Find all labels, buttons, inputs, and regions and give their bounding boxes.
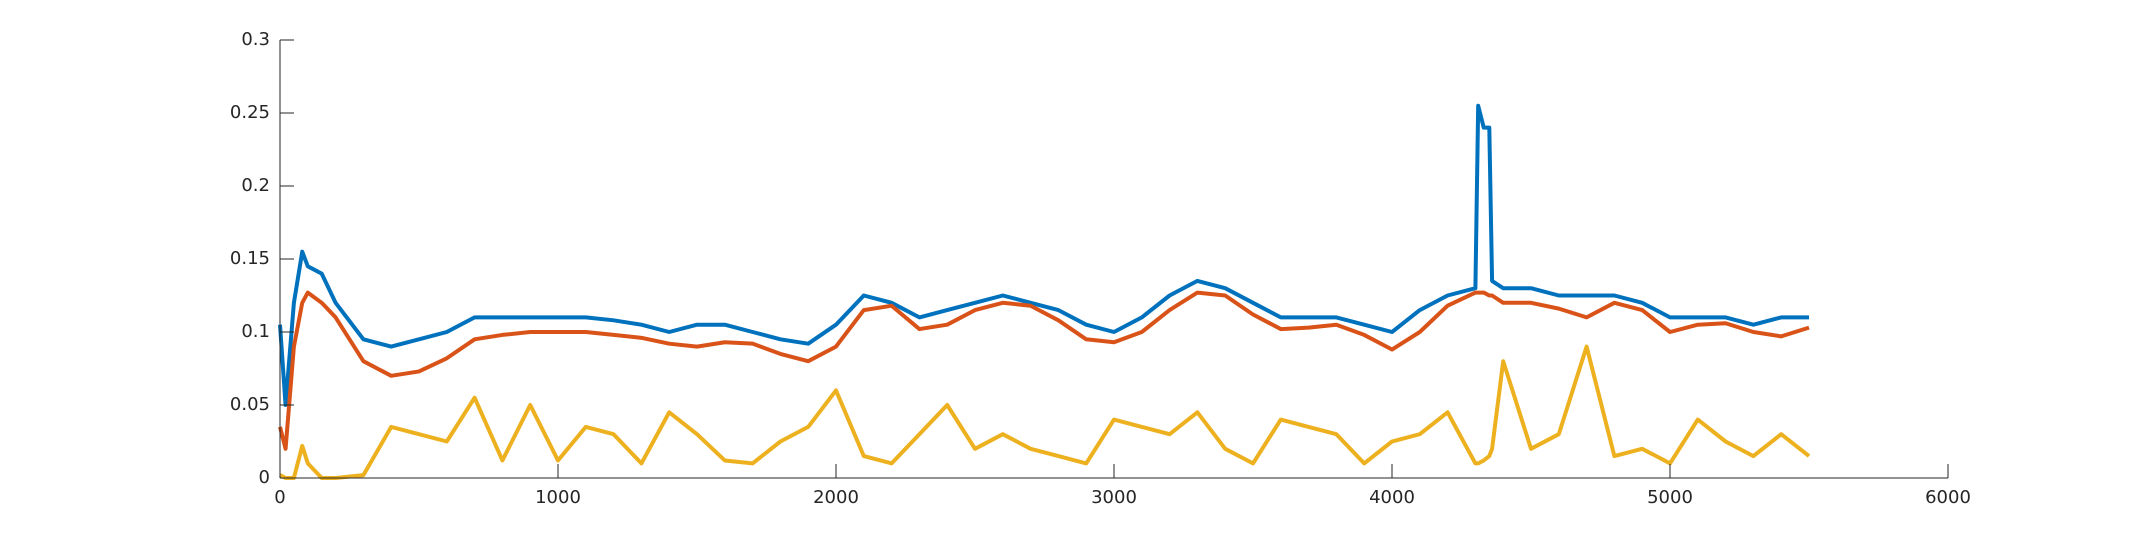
x-tick-label: 3000 (1091, 487, 1137, 508)
y-tick-label: 0.05 (230, 394, 270, 415)
x-tick-label: 0 (274, 487, 285, 508)
x-tick-label: 5000 (1647, 487, 1693, 508)
x-tick-label: 2000 (813, 487, 859, 508)
data-line (278, 290, 1810, 451)
data-line (279, 344, 1811, 480)
x-tick-label: 1000 (535, 487, 581, 508)
x-tick-label: 4000 (1369, 487, 1415, 508)
y-tick-label: 0.25 (230, 102, 270, 123)
x-tick-label: 6000 (1925, 487, 1971, 508)
y-tick-label: 0.15 (230, 248, 270, 269)
y-tick-label: 0.1 (241, 321, 270, 342)
y-tick-label: 0 (259, 467, 270, 488)
data-line (278, 103, 1809, 407)
y-tick-label: 0.3 (241, 29, 270, 50)
y-tick-label: 0.2 (241, 175, 270, 196)
